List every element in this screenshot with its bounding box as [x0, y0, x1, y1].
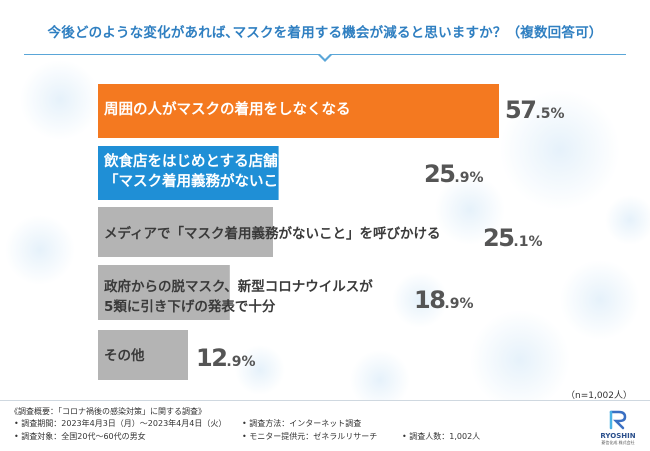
bar-label-4: その他 [104, 348, 145, 364]
logo-name: RYOSHIN [600, 432, 636, 440]
footer-overview: 《調査概要：「コロナ禍後の感染対策」に関する調査》 [10, 407, 206, 416]
footer-target: • 調査対象：全国20代～60代の男女 [14, 432, 146, 441]
value-label-3: 18.9% [414, 286, 474, 314]
sample-size-label: （n=1,002人） [565, 391, 632, 401]
bar-1 [98, 146, 279, 200]
footer-period: • 調査期間：2023年4月3日（月）～2023年4月4日（火） [14, 419, 227, 428]
value-label-1: 25.9% [424, 160, 484, 188]
value-label-0: 57.5% [505, 96, 565, 124]
bar-label-3: 政府からの脱マスク、新型コロナウイルスが 5類に引き下げの発表で十分 [104, 279, 373, 315]
value-label-4: 12.9% [196, 344, 256, 372]
bar-2 [98, 207, 273, 257]
footer-provider: • モニター提供元：ゼネラルリサーチ [242, 432, 378, 441]
value-label-2: 25.1% [483, 224, 543, 252]
logo-subname: 菱信化成 株式会社 [601, 440, 635, 445]
chart-title: 今後どのような変化があれば､マスクを着用する機会が減ると思いますか？（複数回答可… [47, 25, 603, 41]
bar-label-2: メディアで「マスク着用義務がないこと」を呼びかける [104, 226, 441, 242]
footer-method: • 調査方法：インターネット調査 [242, 419, 362, 428]
company-logo: RYOSHIN 菱信化成 株式会社 [600, 410, 636, 446]
bar-0 [98, 84, 499, 138]
bar-3 [98, 265, 230, 320]
ryoshin-logo-icon [609, 410, 627, 430]
bar-label-1: 飲食店をはじめとする店舗で 「マスク着用義務がないこと」を貼り出す [104, 154, 380, 190]
title-notch [317, 52, 333, 62]
chart-title-box: 今後どのような変化があれば､マスクを着用する機会が減ると思いますか？（複数回答可… [24, 14, 626, 62]
footer-count: • 調査人数：1,002人 [402, 432, 481, 441]
bar-4 [98, 330, 188, 380]
survey-footer: 《調査概要：「コロナ禍後の感染対策」に関する調査》 • 調査期間：2023年4月… [0, 400, 650, 451]
bar-label-0: 周囲の人がマスクの着用をしなくなる [104, 102, 351, 118]
